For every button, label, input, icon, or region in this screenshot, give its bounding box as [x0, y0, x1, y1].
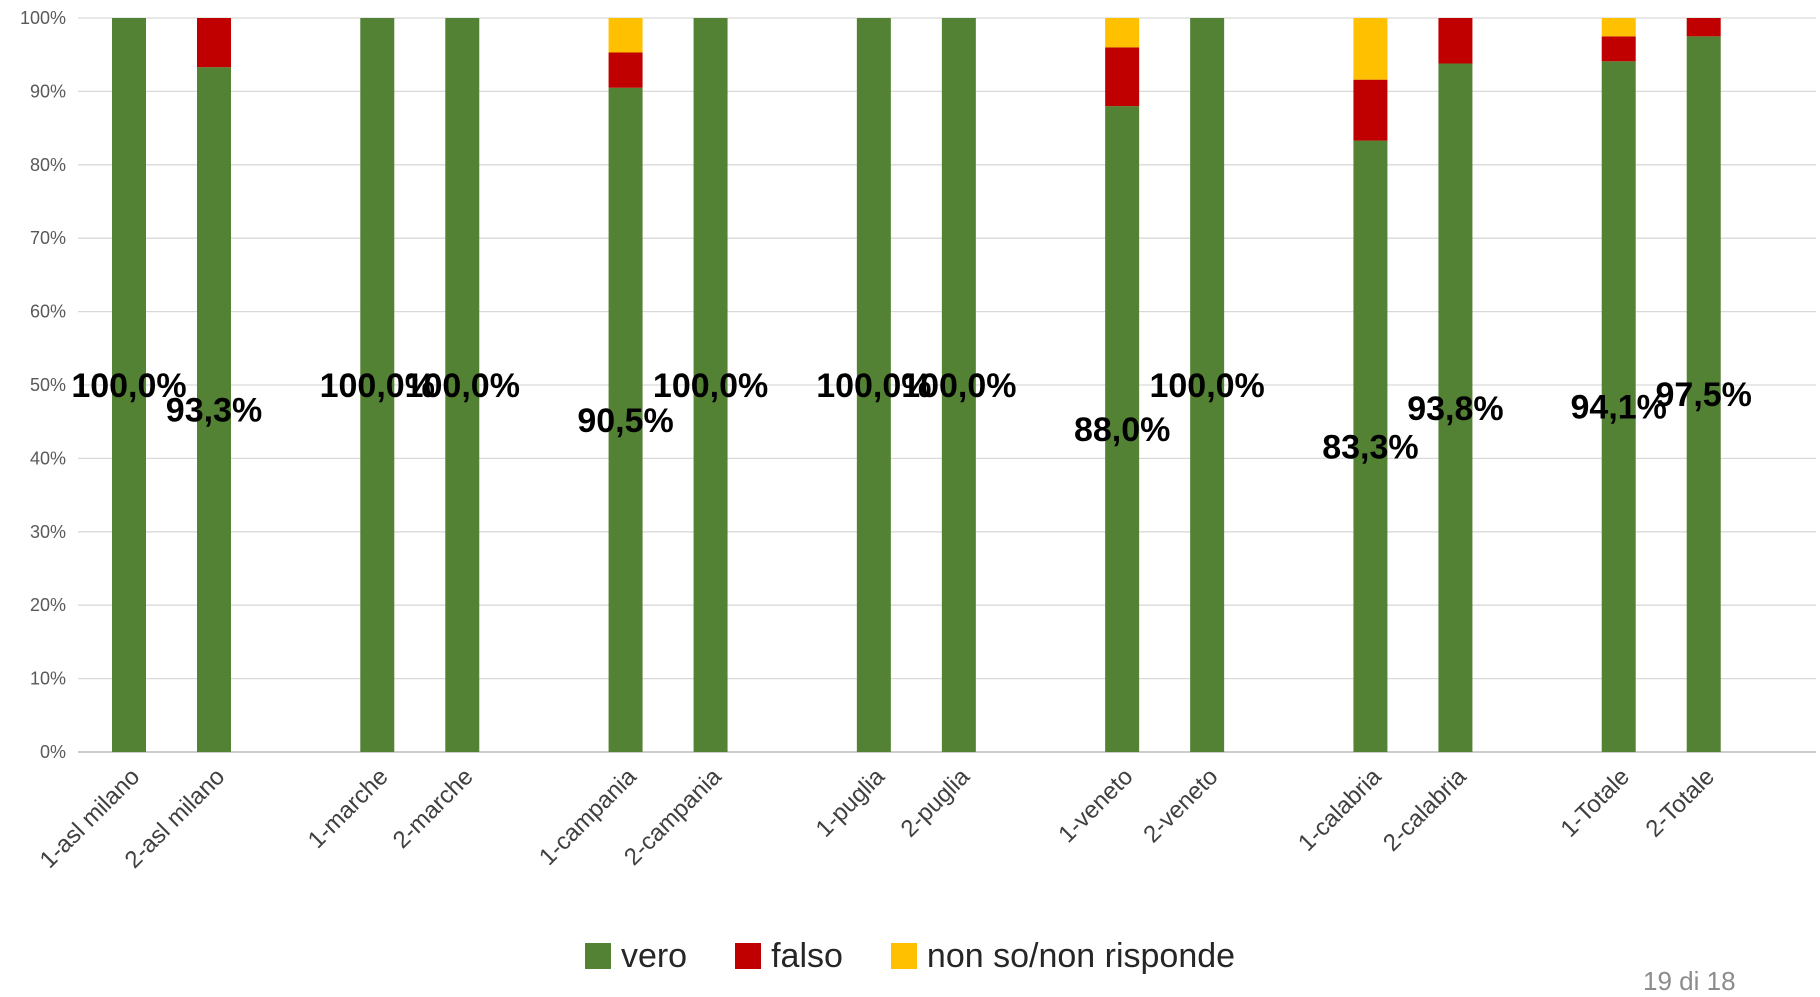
bar-segment-falso [1353, 79, 1388, 141]
legend-item-vero: vero [584, 936, 688, 976]
y-tick-label: 20% [30, 595, 66, 615]
data-label: 88,0% [1074, 411, 1170, 449]
x-tick-label: 1-veneto [1053, 763, 1138, 848]
bar-segment-vero [856, 18, 891, 752]
data-label: 100,0% [320, 367, 435, 405]
bar-segment-non-so-non-risponde [1105, 18, 1140, 48]
x-tick-label: 2-marche [388, 763, 479, 854]
bar-segment-vero [608, 87, 643, 753]
legend-swatch-non-so [890, 943, 917, 969]
data-label: 100,0% [901, 367, 1016, 405]
x-tick-label: 1-calabria [1293, 763, 1387, 857]
bar-segment-falso [197, 18, 231, 68]
data-label: 94,1% [1571, 389, 1667, 427]
legend: vero falso non so/non risponde [0, 932, 1820, 980]
bar-segment-falso [1601, 36, 1636, 62]
x-tick-label: 2-puglia [896, 763, 976, 843]
data-label: 100,0% [71, 367, 186, 405]
legend-label-vero: vero [620, 936, 688, 975]
y-tick-label: 60% [30, 302, 66, 322]
bar-segment-falso [1686, 18, 1721, 37]
bar-segment-vero [1105, 106, 1140, 752]
y-tick-label: 80% [30, 155, 66, 175]
bar-segment-vero [1353, 140, 1388, 752]
legend-swatch-falso [735, 943, 762, 969]
bar-segment-vero [941, 18, 976, 752]
bar-segment-vero [112, 18, 146, 752]
bar-segment-falso [1105, 47, 1140, 107]
bar-segment-falso [608, 52, 643, 88]
data-label: 100,0% [1149, 367, 1264, 405]
x-tick-label: 2-calabria [1378, 763, 1472, 857]
data-label: 100,0% [653, 367, 768, 405]
bar-segment-vero [360, 18, 395, 752]
data-label: 97,5% [1656, 376, 1752, 414]
x-tick-label: 1-marche [303, 763, 394, 854]
data-label: 93,3% [166, 392, 262, 430]
bar-segment-vero [1686, 36, 1721, 753]
bar-segment-non-so-non-risponde [608, 18, 643, 53]
bar-segment-falso [1438, 18, 1473, 64]
bar-segment-non-so-non-risponde [1601, 18, 1636, 37]
bar-segment-non-so-non-risponde [1353, 18, 1388, 80]
legend-item-non-so: non so/non risponde [890, 936, 1236, 976]
bar-segment-vero [445, 18, 480, 752]
data-label: 100,0% [405, 367, 520, 405]
data-label: 93,8% [1407, 390, 1503, 428]
x-tick-label: 1-puglia [811, 763, 891, 843]
page-number: 19 di 18 [1643, 966, 1736, 996]
legend-label-non-so: non so/non risponde [926, 936, 1236, 975]
x-tick-label: 2-Totale [1640, 763, 1719, 842]
y-tick-label: 100% [20, 8, 66, 28]
y-tick-label: 70% [30, 228, 66, 248]
bar-segment-vero [693, 18, 728, 752]
x-tick-label: 2-veneto [1138, 763, 1223, 848]
x-tick-label: 1-Totale [1555, 763, 1634, 842]
bar-segment-vero [1190, 18, 1225, 752]
data-label: 100,0% [816, 367, 931, 405]
y-tick-label: 10% [30, 669, 66, 689]
bar-segment-vero [197, 67, 231, 753]
legend-swatch-vero [584, 943, 611, 969]
legend-item-falso: falso [735, 937, 843, 976]
bar-segment-vero [1438, 63, 1473, 753]
data-label: 90,5% [577, 402, 673, 440]
y-tick-label: 0% [40, 742, 66, 762]
y-tick-label: 50% [30, 375, 66, 395]
y-tick-label: 90% [30, 81, 66, 101]
y-tick-label: 40% [30, 448, 66, 468]
legend-label-falso: falso [771, 936, 843, 975]
data-label: 83,3% [1322, 428, 1418, 466]
y-tick-label: 30% [30, 522, 66, 542]
bar-segment-vero [1601, 61, 1636, 752]
